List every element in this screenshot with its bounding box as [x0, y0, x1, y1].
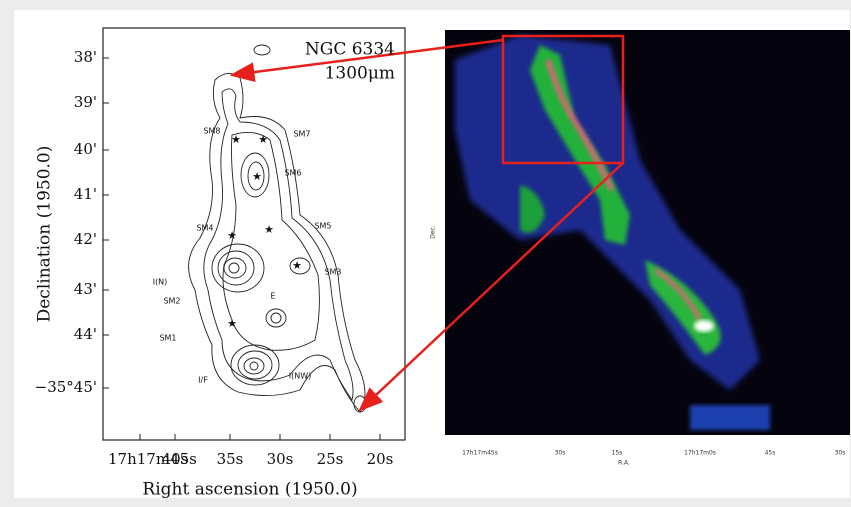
- y-tick-label: 39': [74, 93, 97, 111]
- zoom-box: [501, 34, 625, 165]
- tick-marks: [103, 57, 381, 440]
- svg-text:★: ★: [252, 170, 262, 183]
- x-axis-title: Right ascension (1950.0): [142, 480, 357, 500]
- svg-text:★: ★: [258, 133, 268, 146]
- svg-text:★: ★: [231, 133, 241, 146]
- y-tick-label: −35°45': [35, 378, 97, 396]
- x-tick-label: 30s: [267, 450, 294, 468]
- y-axis-title: Declination (1950.0): [35, 146, 55, 323]
- svg-text:★: ★: [227, 317, 237, 330]
- emission-map: [455, 35, 770, 430]
- x-tick-label: 40s: [162, 450, 189, 468]
- source-label: SM5: [314, 222, 331, 231]
- source-label: SM1: [159, 334, 176, 343]
- source-label: SM4: [196, 224, 213, 233]
- x-tick-label: 35s: [217, 450, 244, 468]
- x-tick-label: 25s: [317, 450, 344, 468]
- x-tick-label: 20s: [367, 450, 394, 468]
- image-x-tick-label: 17h17m0s: [684, 450, 716, 457]
- source-stars: ★ ★ ★ ★ ★ ★ ★: [227, 133, 302, 330]
- image-x-tick-label: 17h17m45s: [462, 450, 498, 457]
- svg-text:★: ★: [292, 259, 302, 272]
- y-tick-label: 38': [74, 48, 97, 66]
- source-label: SM6: [284, 169, 301, 178]
- image-x-axis-title: R.A.: [618, 460, 630, 467]
- y-tick-label: 41': [74, 185, 97, 203]
- contours: [188, 44, 367, 413]
- svg-text:★: ★: [264, 223, 274, 236]
- y-tick-label: 44': [74, 325, 97, 343]
- image-y-axis-title: Dec.: [430, 225, 437, 239]
- x-tick-label: 17h17m45s: [108, 450, 197, 468]
- image-x-tick-label: 45s: [765, 450, 776, 457]
- y-tick-label: 40': [74, 140, 97, 158]
- arrow-bottom: [358, 162, 624, 412]
- source-label: SM2: [163, 297, 180, 306]
- map-wavelength: 1300μm: [325, 64, 395, 84]
- y-tick-label: 43': [74, 280, 97, 298]
- y-tick-label: 42': [74, 230, 97, 248]
- contour-frame: [102, 27, 406, 441]
- source-label: I(NW): [289, 372, 312, 381]
- source-label: SM3: [324, 268, 341, 277]
- image-x-tick-label: 15s: [612, 450, 623, 457]
- map-title: NGC 6334: [305, 40, 395, 60]
- arrow-top: [229, 38, 504, 83]
- source-label: E: [270, 292, 275, 301]
- source-label: SM7: [293, 130, 310, 139]
- source-label: I(N): [153, 278, 168, 287]
- source-label: SM8: [203, 127, 220, 136]
- svg-text:★: ★: [227, 229, 237, 242]
- image-x-tick-label: 30s: [555, 450, 566, 457]
- image-x-tick-label: 30s: [835, 450, 846, 457]
- source-label: I/F: [198, 376, 208, 385]
